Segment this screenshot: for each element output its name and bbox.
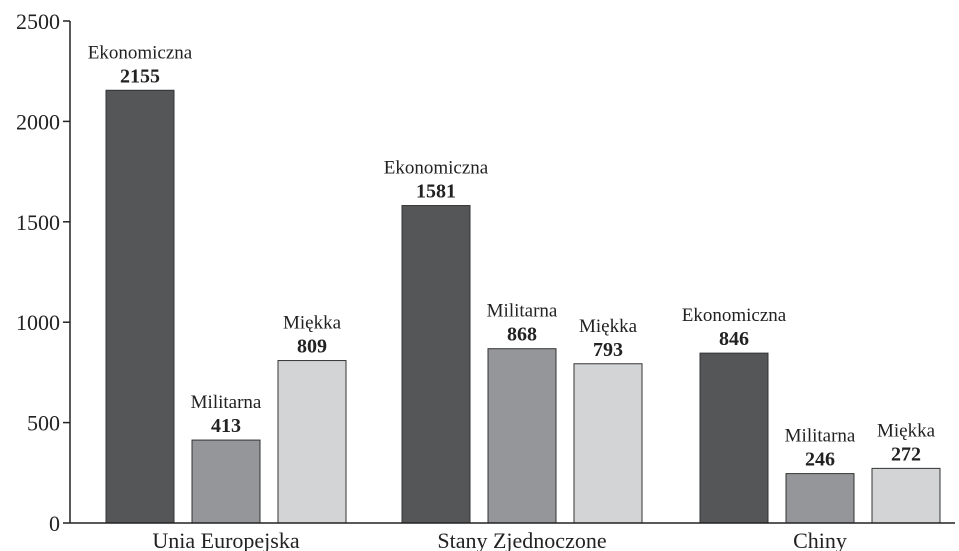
data-label-series-name: Miękka (877, 420, 936, 441)
bar-militarna-1 (487, 348, 557, 524)
data-label-value: 2155 (120, 65, 160, 87)
bar-ekonomiczna-1 (401, 205, 471, 524)
y-tick-label: 2000 (16, 109, 60, 134)
bar-labels: 2155Ekonomiczna413Militarna809Miękka1581… (88, 42, 936, 470)
data-label-value: 1581 (416, 181, 456, 203)
bar-mi-kka-0 (277, 360, 347, 524)
x-category-label: Unia Europejska (152, 528, 299, 551)
bar-ekonomiczna-0 (105, 89, 175, 524)
data-label-series-name: Ekonomiczna (682, 305, 787, 326)
data-label-value: 793 (593, 339, 623, 361)
data-label-series-name: Militarna (191, 392, 262, 413)
x-category-label: Chiny (793, 528, 847, 551)
data-label-series-name: Militarna (785, 426, 856, 447)
y-tick-label: 500 (27, 411, 60, 436)
y-tick-label: 2500 (16, 9, 60, 34)
data-label-value: 272 (891, 443, 921, 465)
y-axis: 0 500 1000 1500 2000 2500 (16, 9, 71, 536)
data-label-series-name: Ekonomiczna (88, 42, 193, 63)
bar-mi-kka-1 (573, 363, 643, 524)
data-label-series-name: Militarna (487, 301, 558, 322)
x-axis: Unia Europejska Stany Zjednoczone Chiny (70, 522, 955, 551)
data-label-series-name: Ekonomiczna (384, 158, 489, 179)
data-label-value: 868 (507, 324, 537, 346)
y-tick-label: 1000 (16, 310, 60, 335)
bar-militarna-2 (785, 473, 855, 524)
data-label-series-name: Miękka (283, 313, 342, 334)
bar-mi-kka-2 (871, 467, 941, 524)
bar-militarna-0 (191, 439, 261, 524)
y-tick-label: 0 (49, 511, 60, 536)
data-label-series-name: Miękka (579, 316, 638, 337)
x-category-label: Stany Zjednoczone (437, 528, 606, 551)
bar-ekonomiczna-2 (699, 352, 769, 524)
data-label-value: 809 (297, 336, 327, 358)
data-label-value: 413 (211, 415, 241, 437)
y-tick-label: 1500 (16, 210, 60, 235)
data-label-value: 246 (805, 449, 835, 471)
bars (105, 89, 941, 524)
data-label-value: 846 (719, 328, 749, 350)
